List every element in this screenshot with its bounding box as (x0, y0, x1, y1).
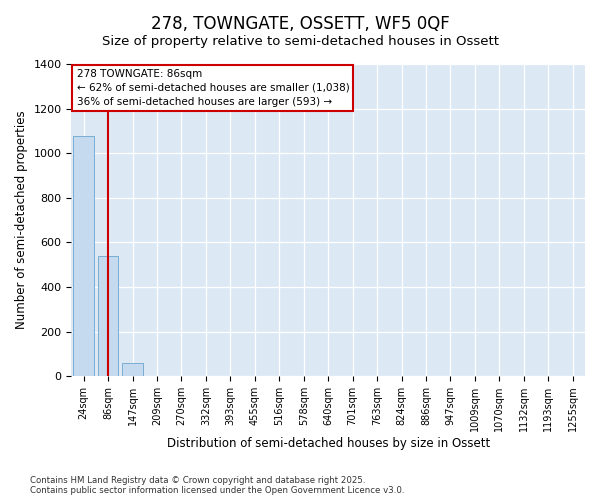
Text: 278, TOWNGATE, OSSETT, WF5 0QF: 278, TOWNGATE, OSSETT, WF5 0QF (151, 15, 449, 33)
Y-axis label: Number of semi-detached properties: Number of semi-detached properties (15, 110, 28, 330)
Bar (98, 256, 118, 376)
Bar (122, 363, 143, 376)
Bar (73, 136, 94, 376)
Text: Size of property relative to semi-detached houses in Ossett: Size of property relative to semi-detach… (101, 35, 499, 48)
Text: Contains HM Land Registry data © Crown copyright and database right 2025.
Contai: Contains HM Land Registry data © Crown c… (30, 476, 404, 495)
Text: 278 TOWNGATE: 86sqm
← 62% of semi-detached houses are smaller (1,038)
36% of sem: 278 TOWNGATE: 86sqm ← 62% of semi-detach… (77, 68, 349, 106)
X-axis label: Distribution of semi-detached houses by size in Ossett: Distribution of semi-detached houses by … (167, 437, 490, 450)
